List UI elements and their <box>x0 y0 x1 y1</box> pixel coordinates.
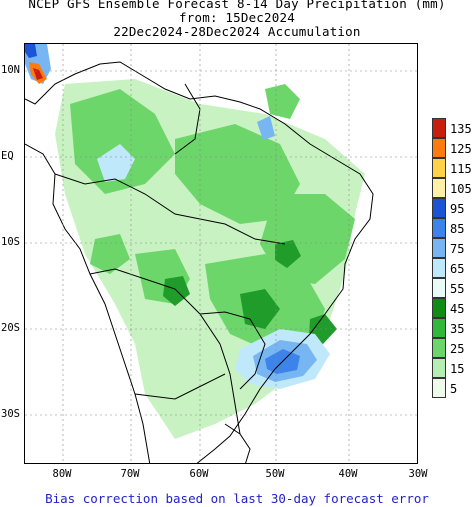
lat-label-eq: EQ <box>1 150 14 162</box>
rain-55-95 <box>97 116 330 389</box>
legend-swatch-135 <box>432 118 446 138</box>
lon-label-40w: 40W <box>338 468 358 480</box>
lat-label-20s: 20S <box>1 322 20 334</box>
legend-label-125: 125 <box>450 142 472 156</box>
lat-label-10s: 10S <box>1 236 20 248</box>
map-title-line-1: NCEP GFS Ensemble Forecast 8-14 Day Prec… <box>28 0 446 11</box>
legend-swatch-75 <box>432 238 446 258</box>
map-title-line-3: 22Dec2024-28Dec2024 Accumulation <box>113 24 361 39</box>
legend-swatch-95 <box>432 198 446 218</box>
legend-swatch-25 <box>432 338 446 358</box>
legend-label-65: 65 <box>450 262 465 276</box>
map-title-line-2: from: 15Dec2024 <box>179 10 295 25</box>
lon-label-60w: 60W <box>189 468 209 480</box>
coastlines <box>25 61 374 463</box>
lon-label-70w: 70W <box>120 468 140 480</box>
legend-swatch-45 <box>432 298 446 318</box>
legend-label-85: 85 <box>450 222 465 236</box>
legend-label-55: 55 <box>450 282 465 296</box>
lat-lon-grid <box>25 44 417 463</box>
lat-label-30s: 30S <box>1 408 20 420</box>
legend-swatch-125 <box>432 138 446 158</box>
legend-swatch-15 <box>432 358 446 378</box>
legend-label-135: 135 <box>450 122 472 136</box>
legend-label-45: 45 <box>450 302 465 316</box>
lon-label-80w: 80W <box>52 468 72 480</box>
legend-swatch-105 <box>432 178 446 198</box>
legend-label-115: 115 <box>450 162 472 176</box>
rain-central-america <box>25 44 51 84</box>
legend-swatch-115 <box>432 158 446 178</box>
lon-label-30w: 30W <box>408 468 428 480</box>
legend-label-35: 35 <box>450 322 465 336</box>
legend-swatch-5 <box>432 378 446 398</box>
lat-label-10n: 10N <box>1 64 20 76</box>
legend-swatch-55 <box>432 278 446 298</box>
legend-label-15: 15 <box>450 362 465 376</box>
legend-label-95: 95 <box>450 202 465 216</box>
legend-label-5: 5 <box>450 382 458 396</box>
legend-label-105: 105 <box>450 182 472 196</box>
map-canvas <box>25 44 417 463</box>
legend-swatch-35 <box>432 318 446 338</box>
lon-label-50w: 50W <box>265 468 285 480</box>
legend-swatch-85 <box>432 218 446 238</box>
legend-swatch-65 <box>432 258 446 278</box>
precipitation-map <box>24 43 418 464</box>
legend-label-75: 75 <box>450 242 465 256</box>
legend-label-25: 25 <box>450 342 465 356</box>
bias-correction-note: Bias correction based on last 30-day for… <box>45 491 429 506</box>
